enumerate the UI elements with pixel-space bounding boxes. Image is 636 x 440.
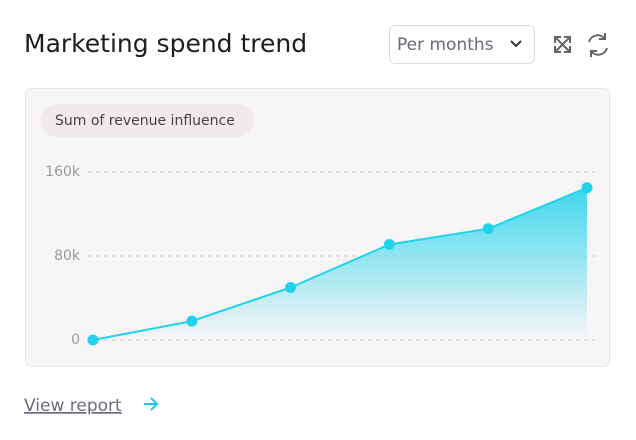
chevron[interactable] <box>510 40 522 48</box>
point <box>383 238 395 250</box>
point <box>87 334 99 346</box>
link-arrow[interactable] <box>144 397 159 411</box>
view-report-link[interactable]: View report <box>24 396 122 416</box>
point <box>285 282 297 293</box>
expand-glyph[interactable] <box>554 36 571 53</box>
y-tick-label: 0 <box>71 332 80 348</box>
widget-title: Marketing spend trend <box>24 29 307 58</box>
refresh-glyph[interactable] <box>588 33 608 57</box>
point <box>186 315 198 327</box>
line <box>92 186 588 341</box>
period-dropdown[interactable]: Per months <box>389 25 535 64</box>
y-tick-label: 160k <box>45 164 81 180</box>
legend-label: Sum of revenue influence <box>55 113 235 129</box>
plot: 0 80k 160k <box>45 164 595 348</box>
point <box>581 182 593 194</box>
point <box>482 223 494 235</box>
refresh-icon[interactable] <box>588 33 608 57</box>
series-chip <box>40 104 254 137</box>
expand-icon[interactable] <box>554 36 571 53</box>
area-fill <box>93 187 587 340</box>
y-tick-label: 80k <box>54 248 81 264</box>
dropdown-label[interactable]: Per months <box>397 35 494 55</box>
dropdown-box[interactable] <box>389 25 535 64</box>
